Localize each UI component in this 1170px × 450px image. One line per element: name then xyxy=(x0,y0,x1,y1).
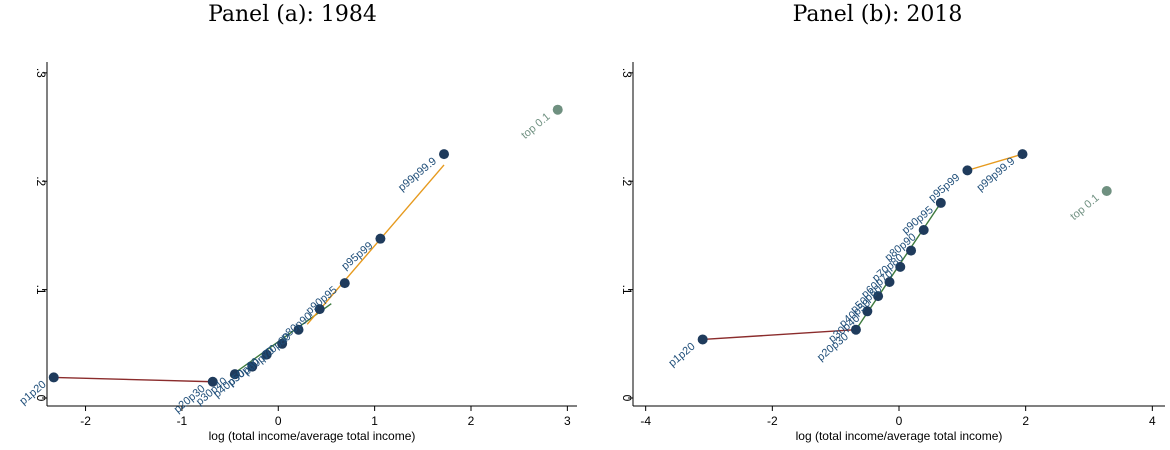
panel-2018: Panel (b): 2018 0 .1 .2 .3 -4 -2 0 2 4 log (total… xyxy=(585,0,1170,450)
y-tick-label: .2 xyxy=(34,176,48,186)
x-tick-label: 1 xyxy=(371,414,378,428)
data-point xyxy=(935,197,946,208)
data-label: p1p20 xyxy=(18,379,49,408)
data-label: p1p20 xyxy=(666,341,697,370)
data-point xyxy=(48,372,59,383)
data-point xyxy=(962,165,973,176)
series-line xyxy=(967,153,1023,172)
series-line xyxy=(53,376,213,383)
y-tick-label: .1 xyxy=(34,285,48,295)
data-point xyxy=(314,304,325,315)
series-line xyxy=(702,329,856,341)
data-point xyxy=(906,245,917,256)
data-point xyxy=(339,278,350,289)
data-label: top 0.1 xyxy=(1068,192,1101,223)
x-tick-label: -2 xyxy=(767,414,778,428)
y-tick-label: 0 xyxy=(34,395,48,402)
data-label: p99p99.9 xyxy=(975,155,1018,194)
data-point xyxy=(439,149,450,160)
data-point xyxy=(884,277,895,288)
data-label: p99p99.9 xyxy=(396,155,439,194)
data-point xyxy=(552,104,563,115)
y-tick-label: .2 xyxy=(620,176,634,186)
chart-plot-1984: 0 .1 .2 .3 -2 -1 0 1 2 3 log (total income/average… xyxy=(18,62,577,443)
x-tick-label: 0 xyxy=(275,414,282,428)
chart-plot-2018: 0 .1 .2 .3 -4 -2 0 2 4 log (total income/average … xyxy=(620,62,1165,443)
data-point xyxy=(862,306,873,317)
x-tick-label: 2 xyxy=(1022,414,1029,428)
y-tick-label: .1 xyxy=(620,285,634,295)
data-label: p95p99 xyxy=(926,171,962,204)
data-point xyxy=(247,361,258,372)
data-point xyxy=(277,338,288,349)
x-tick-label: -4 xyxy=(640,414,651,428)
data-point xyxy=(895,261,906,272)
data-point xyxy=(261,349,272,360)
x-tick-label: -2 xyxy=(80,414,91,428)
x-tick-label: -1 xyxy=(177,414,188,428)
data-label: p95p99 xyxy=(340,240,376,273)
x-tick-label: 4 xyxy=(1149,414,1156,428)
y-tick-label: .3 xyxy=(620,68,634,78)
y-tick-label: .3 xyxy=(34,68,48,78)
x-axis-label: log (total income/average total income) xyxy=(209,429,416,443)
data-point xyxy=(873,291,884,302)
x-tick-label: 3 xyxy=(564,414,571,428)
data-point xyxy=(850,324,861,335)
data-point xyxy=(1101,185,1112,196)
data-point xyxy=(229,369,240,380)
panel-1984: Panel (a): 1984 0 .1 .2 .3 -2 -1 0 1 2 3 log (tota… xyxy=(18,2,577,443)
data-point xyxy=(918,225,929,235)
data-label: top 0.1 xyxy=(519,111,552,142)
data-point xyxy=(697,334,708,345)
data-point xyxy=(207,376,218,387)
data-label: p90p95 xyxy=(900,204,936,237)
y-tick-label: 0 xyxy=(620,395,634,402)
x-tick-label: 0 xyxy=(896,414,903,428)
data-point xyxy=(1017,149,1028,160)
data-point xyxy=(375,233,386,244)
chart-title: Panel (b): 2018 xyxy=(792,2,963,27)
data-point xyxy=(293,324,304,335)
chart-title: Panel (a): 1984 xyxy=(208,2,377,27)
series-line xyxy=(306,164,445,325)
x-axis-label: log (total income/average total income) xyxy=(796,429,1003,443)
x-tick-label: 2 xyxy=(468,414,475,428)
